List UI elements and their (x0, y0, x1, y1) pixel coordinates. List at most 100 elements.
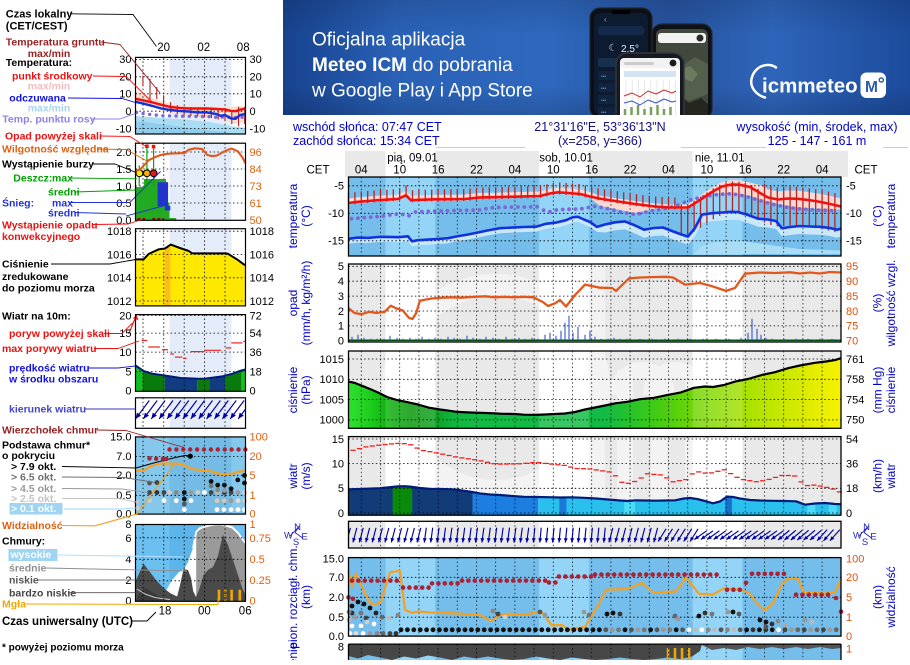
svg-text:758: 758 (846, 374, 864, 386)
svg-text:niskie: niskie (9, 575, 39, 587)
svg-text:prędkość wiatru: prędkość wiatru (9, 363, 90, 375)
svg-text:sob, 10.01: sob, 10.01 (539, 153, 593, 165)
svg-text:0.25: 0.25 (250, 575, 271, 587)
svg-text:10: 10 (393, 165, 406, 177)
svg-text:opad: opad (286, 290, 300, 317)
svg-text:ciśnienie: ciśnienie (286, 366, 300, 413)
svg-text:odczuwana: odczuwana (9, 93, 66, 105)
svg-text:temperatura: temperatura (286, 183, 300, 248)
svg-text:wysokość (min, środek, max): wysokość (min, środek, max) (735, 120, 897, 134)
svg-text:0: 0 (125, 596, 131, 608)
svg-text:Temperatura gruntu: Temperatura gruntu (6, 36, 105, 48)
svg-text:0: 0 (125, 386, 131, 398)
svg-text:Temp. punktu rosy: Temp. punktu rosy (2, 114, 95, 126)
svg-text:zachód słońca: 15:34 CET: zachód słońca: 15:34 CET (293, 134, 440, 148)
svg-text:95: 95 (846, 261, 858, 273)
svg-text:S: S (293, 537, 299, 548)
svg-text:widzialność: widzialność (884, 566, 898, 628)
svg-text:4: 4 (338, 276, 344, 288)
svg-text:Deszcz:: Deszcz: (13, 173, 52, 185)
svg-text:100: 100 (250, 432, 268, 444)
svg-text:5: 5 (250, 470, 256, 482)
svg-text:1: 1 (846, 644, 852, 656)
svg-text:(km/h): (km/h) (871, 459, 885, 493)
svg-text:0: 0 (250, 106, 256, 118)
svg-text:761: 761 (846, 354, 864, 366)
svg-text:08: 08 (237, 42, 250, 54)
svg-text:5: 5 (338, 483, 344, 495)
svg-text:Wiatr na 10m:: Wiatr na 10m: (2, 310, 71, 322)
svg-text:0.0: 0.0 (116, 509, 131, 521)
svg-text:•••: ••• (601, 86, 607, 92)
svg-text:2: 2 (125, 575, 131, 587)
svg-text:0: 0 (338, 336, 344, 348)
svg-text:61: 61 (250, 198, 262, 210)
svg-text:max: max (52, 197, 73, 209)
svg-text:16: 16 (585, 165, 598, 177)
svg-text:20: 20 (119, 310, 131, 322)
svg-text:20: 20 (250, 72, 262, 84)
svg-text:04: 04 (509, 165, 522, 177)
svg-text:00: 00 (198, 606, 211, 618)
svg-text:1.5: 1.5 (116, 164, 131, 176)
svg-text:16: 16 (739, 165, 752, 177)
svg-text:54: 54 (250, 328, 262, 340)
svg-text:1: 1 (846, 612, 852, 624)
svg-text:pią, 09.01: pią, 09.01 (387, 153, 438, 165)
svg-text:16: 16 (432, 165, 445, 177)
svg-text:1005: 1005 (320, 394, 344, 406)
svg-text:CET: CET (855, 165, 878, 177)
svg-text:poryw powyżej skali: poryw powyżej skali (9, 328, 110, 340)
svg-text:(km): (km) (299, 585, 313, 609)
svg-text:1010: 1010 (320, 374, 344, 386)
svg-text:wiatr: wiatr (286, 463, 300, 489)
svg-text:30: 30 (119, 54, 131, 66)
svg-text:Chmury:: Chmury: (2, 535, 45, 547)
svg-text:0: 0 (250, 596, 256, 608)
svg-text:☾: ☾ (609, 43, 618, 54)
svg-text:max porywy wiatru: max porywy wiatru (2, 343, 97, 355)
svg-text:1012: 1012 (107, 296, 131, 308)
svg-text:1.0: 1.0 (116, 181, 131, 193)
svg-text:max/min: max/min (28, 103, 71, 115)
svg-text:Czas uniwersalny (UTC): Czas uniwersalny (UTC) (2, 616, 133, 628)
svg-text:73: 73 (250, 181, 262, 193)
svg-text:(x=258, y=366): (x=258, y=366) (558, 134, 642, 148)
svg-text:22: 22 (624, 165, 637, 177)
svg-text:1014: 1014 (250, 273, 274, 285)
svg-text:8: 8 (125, 519, 131, 531)
svg-text:0: 0 (846, 631, 852, 643)
svg-text:Wystąpienie opadu: Wystąpienie opadu (2, 219, 98, 231)
svg-text:wysokie: wysokie (10, 549, 52, 561)
svg-text:Śnieg:: Śnieg: (2, 196, 34, 209)
svg-text:0: 0 (338, 508, 344, 520)
svg-text:10: 10 (332, 458, 344, 470)
svg-text:(°C): (°C) (299, 205, 313, 226)
svg-text:(hPa): (hPa) (299, 375, 313, 404)
svg-text:8: 8 (338, 642, 344, 654)
svg-text:W: W (284, 531, 293, 542)
svg-text:•••: ••• (601, 98, 607, 104)
svg-text:20: 20 (157, 42, 170, 54)
svg-text:icmmeteo: icmmeteo (762, 75, 858, 98)
svg-text:średni: średni (48, 207, 80, 219)
svg-text:średni: średni (48, 187, 80, 199)
svg-text:> 6.5 okt.: > 6.5 okt. (11, 471, 56, 483)
svg-text:(CET/CEST): (CET/CEST) (6, 21, 68, 33)
svg-text:02: 02 (197, 42, 210, 54)
svg-text:max/min: max/min (28, 48, 71, 60)
svg-text:0.0: 0.0 (116, 215, 131, 227)
svg-text:04: 04 (816, 165, 829, 177)
svg-text:0: 0 (125, 106, 131, 118)
svg-text:1018: 1018 (107, 226, 131, 238)
svg-text:do poziomu morza: do poziomu morza (2, 283, 95, 295)
svg-text:04: 04 (355, 165, 368, 177)
svg-text:750: 750 (846, 415, 864, 427)
svg-text:-15: -15 (846, 236, 862, 248)
svg-text:> 0.1 okt.: > 0.1 okt. (11, 503, 56, 515)
svg-text:Temperatura:: Temperatura: (6, 57, 72, 69)
svg-text:-10: -10 (250, 123, 266, 135)
svg-text:10: 10 (119, 89, 131, 101)
svg-text:Mgła: Mgła (2, 598, 26, 610)
svg-text:22: 22 (470, 165, 483, 177)
